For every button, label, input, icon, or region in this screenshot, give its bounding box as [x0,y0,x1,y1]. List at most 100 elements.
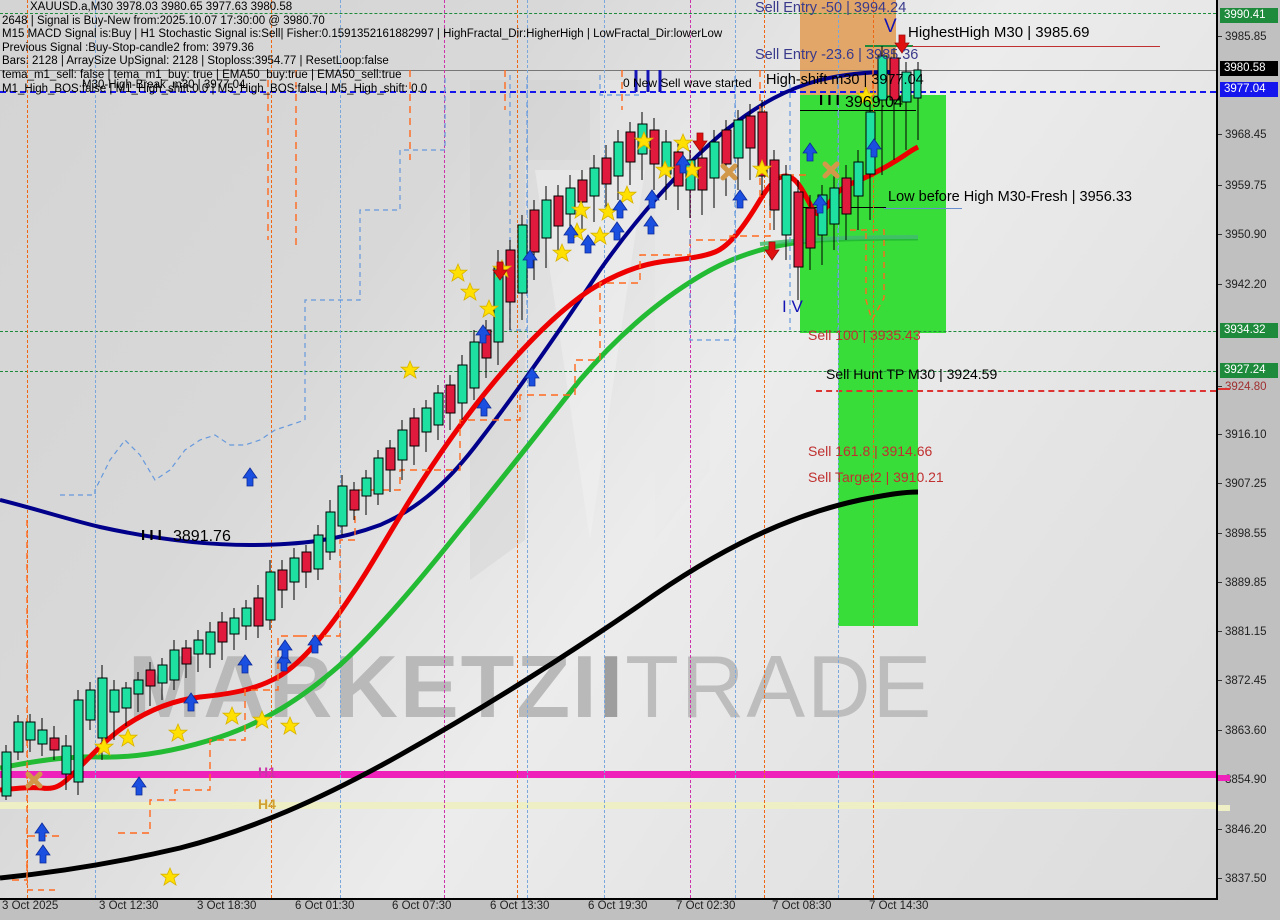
annot-roman-iv: I V [782,297,803,316]
price-tick: 3959.75 [1218,179,1280,193]
time-label: 7 Oct 08:30 [772,900,832,912]
level-3994-green [0,13,1216,14]
vline-blue-6 [604,0,605,898]
price-tick-value: 3916.10 [1225,429,1267,441]
vline-orange-2 [271,0,272,898]
price-tick: 3898.55 [1218,527,1280,541]
annot-sell-target2: Sell Target2 | 3910.21 [808,469,944,485]
scale-marker-magenta [1218,775,1230,781]
level-3985-green-small [865,45,913,47]
level-3927-green [0,371,1216,372]
candlestick-series[interactable] [0,0,1216,898]
annot-roman-v-top: V [884,16,897,37]
header-line-4: Bars: 2128 | ArraySize UpSignal: 2128 | … [2,55,389,68]
scale-marker-reddash [1218,388,1230,392]
level-3924-reddash [816,390,1216,392]
price-tick-value: 3898.55 [1225,528,1267,540]
price-scale[interactable]: 3985.85 3968.45 3959.75 3950.90 3942.20 … [1218,0,1280,898]
price-tick: 3872.45 [1218,674,1280,688]
time-label: 3 Oct 2025 [2,900,59,912]
annot-sell-entry-236: Sell Entry -23.6 | 3985.36 [755,47,919,63]
channel-dash-mid2 [509,75,528,331]
x-markers [28,164,837,786]
annot-high-shift-m30: High-shift m30 | 3977.04 [766,72,924,88]
price-tick: 3846.20 [1218,823,1280,837]
time-scale[interactable]: 3 Oct 2025 3 Oct 12:30 3 Oct 18:30 6 Oct… [0,900,1216,920]
annot-sell-1618: Sell 161.8 | 3914.66 [808,443,933,459]
price-tick: 3950.90 [1218,228,1280,242]
watermark-bar: I [598,637,626,736]
level-3977-blue [0,91,1216,93]
level-lowbeforehigh-blue [884,208,962,209]
price-tick-value: 3863.60 [1225,725,1267,737]
annot-tf-h4: H4 [258,796,276,812]
vline-blue-5 [838,0,839,898]
header-line-6: M1_High_BOS:false | M1_High_shift:0.0 | … [2,82,428,95]
price-tick-value: 3968.45 [1225,129,1267,141]
star-markers [94,86,876,886]
price-tick-value: 3889.85 [1225,577,1267,589]
target-zone [838,326,918,626]
new-sell-wave-note: 0 New Sell wave started [623,76,752,90]
price-tick-value: 3837.50 [1225,873,1267,885]
header-line-3: Previous Signal :Buy-Stop-candle2 from: … [2,41,254,54]
chart-info-header: XAUUSD.a,M30 3978.03 3980.65 3977.63 398… [2,1,722,96]
annot-sell-entry-50: Sell Entry -50 | 3994.24 [755,0,907,16]
blue-tick-markers [634,70,662,92]
ema50-band [759,235,919,246]
price-box-tp2: 3927.24 [1220,363,1278,378]
price-tick: 3942.20 [1218,278,1280,292]
channel-dash-top [599,75,640,96]
time-label: 6 Oct 19:30 [588,900,648,912]
chart-plot-area[interactable]: MARKETZIITRADE [0,0,1218,900]
annot-price-3969: 3969.04 [845,94,903,111]
level-3934-green [0,331,1216,332]
price-tick-value: 3872.45 [1225,675,1267,687]
price-box-level: 3977.04 [1220,82,1278,97]
vline-blue-1 [95,0,96,898]
level-3980-black [0,70,1216,71]
vline-magenta-2 [690,0,691,898]
annot-roman-iii-right: I I I [819,92,840,109]
header-line-5: tema_m1_sell: false | tema_m1_buy: true … [2,68,402,81]
price-box-high: 3990.41 [1220,8,1278,23]
ema50-line [0,235,919,771]
time-label: 7 Oct 14:30 [869,900,929,912]
price-tick-value: 3985.85 [1225,31,1267,43]
price-tick-value: 3907.25 [1225,478,1267,490]
price-box-tp1: 3934.32 [1220,323,1278,338]
vline-blue-2 [340,0,341,898]
annot-tf-h1: H1 [258,764,276,780]
price-tick: 3863.60 [1218,724,1280,738]
time-label: 6 Oct 01:30 [295,900,355,912]
m30-high-break-label: M30-High-Break_m30 | 3977.04 [82,79,246,91]
level-h4-cream [0,802,1216,809]
fractal-lower-dash-left [26,520,60,891]
price-tick-value: 3924.80 [1225,381,1267,393]
price-tick: 3968.45 [1218,128,1280,142]
price-tick-value: 3854.90 [1225,774,1267,786]
ema200-line [0,489,919,881]
price-tick-value: 3846.20 [1225,824,1267,836]
level-highesthigh-red [912,46,1160,47]
time-label: 6 Oct 13:30 [490,900,550,912]
symbol-ohlc-line: XAUUSD.a,M30 3978.03 3980.65 3977.63 398… [30,1,293,13]
annot-roman-iii-left: I I I [141,527,162,544]
time-label: 3 Oct 18:30 [197,900,257,912]
annot-highest-high: HighestHigh M30 | 3985.69 [908,24,1090,41]
scale-marker-cream [1218,805,1230,811]
vline-orange-3 [517,0,518,898]
annot-sell-100: Sell 100 | 3935.43 [808,327,921,343]
vline-orange-4 [764,0,765,898]
header-line-1: 2648 | Signal is Buy-New from:2025.10.07… [2,14,325,27]
price-box-current: 3980.58 [1220,61,1278,76]
price-tick-value: 3950.90 [1225,229,1267,241]
annot-low-before-high: Low before High M30-Fresh | 3956.33 [888,189,1132,205]
fractal-right-dash [267,70,874,250]
channel-dash-left [60,419,306,496]
vline-orange-5 [873,0,874,898]
price-tick: 3907.25 [1218,477,1280,491]
price-tick: 3916.10 [1218,428,1280,442]
header-line-2: M15 MACD Signal is:Buy | H1 Stochastic S… [2,28,723,41]
